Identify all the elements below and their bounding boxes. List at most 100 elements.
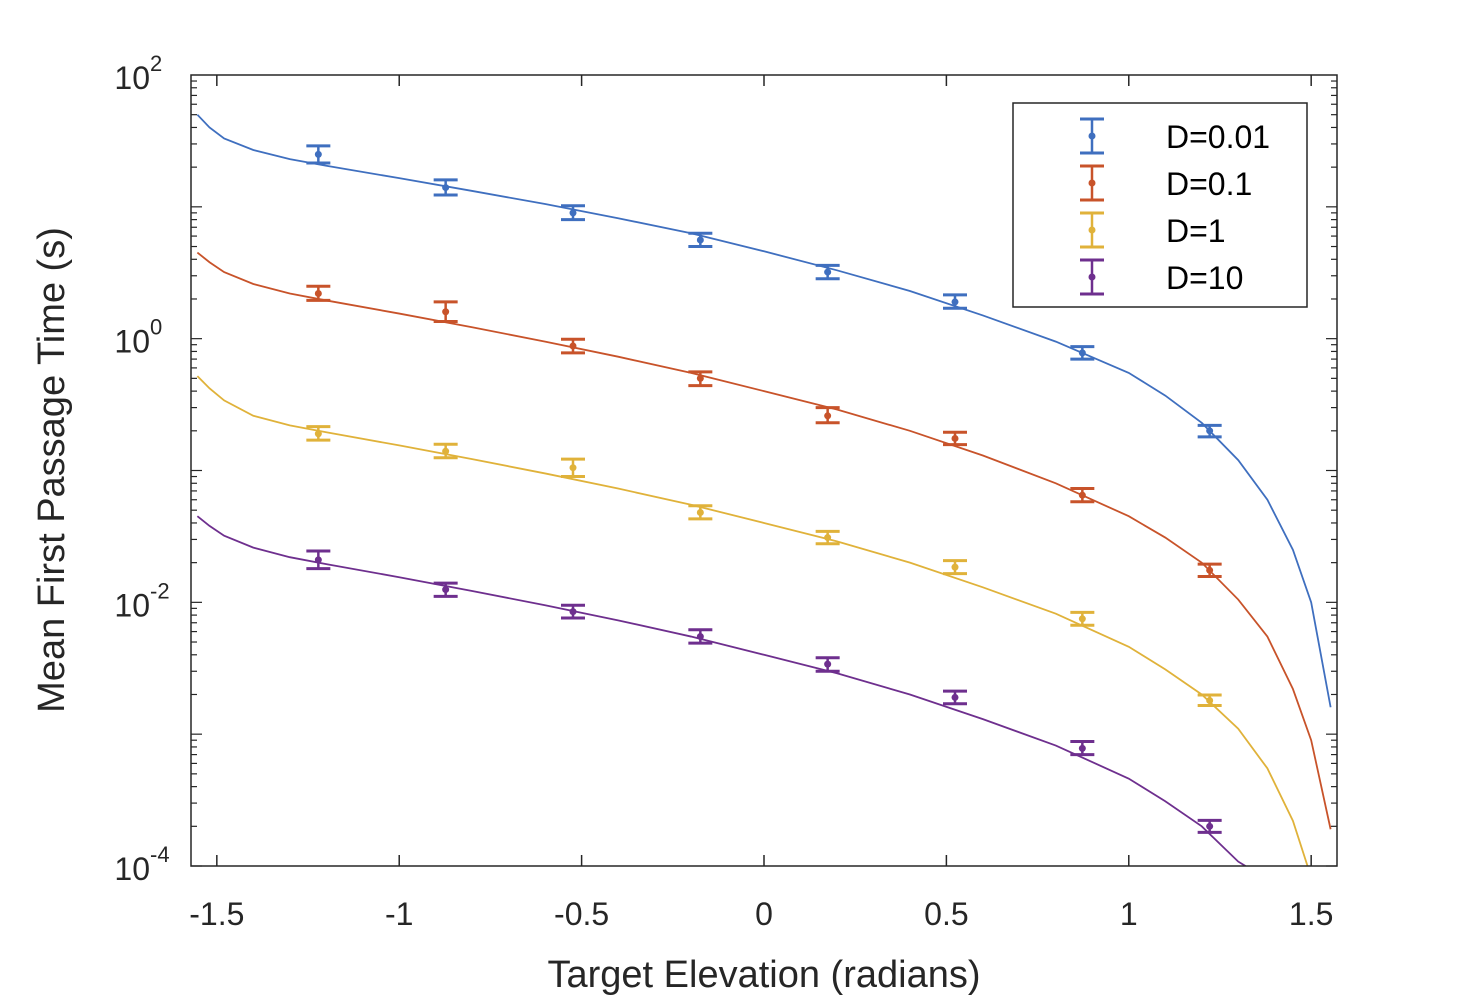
legend-entry: D=0.01 (1080, 117, 1270, 155)
data-point-errorbar (561, 603, 585, 620)
legend-label: D=0.01 (1166, 119, 1270, 155)
y-tick-label-base: 10 (114, 324, 150, 360)
data-point-errorbar (433, 442, 458, 460)
data-point-marker (1206, 822, 1214, 830)
data-point-marker (569, 464, 577, 472)
data-point-marker (696, 374, 704, 382)
data-point-marker (1206, 566, 1214, 574)
y-tick-label-exponent: -2 (150, 578, 170, 603)
data-point-errorbar (1070, 487, 1095, 504)
data-point-marker (824, 412, 832, 420)
data-point-marker (442, 447, 450, 455)
ticks-layer (191, 75, 1337, 867)
y-tick-label-exponent: -4 (150, 842, 170, 867)
data-point-marker (1206, 427, 1214, 435)
data-point-errorbar (943, 559, 967, 576)
legend-entry: D=0.1 (1080, 164, 1252, 202)
data-point-marker (314, 430, 322, 438)
y-tick-label: 10 2 (114, 51, 162, 96)
data-point-errorbar (306, 284, 331, 302)
data-point-errorbar (1197, 693, 1222, 707)
x-tick-label: 1 (1120, 896, 1138, 932)
data-point-errorbar (306, 144, 331, 165)
series-curve-2 (196, 251, 1332, 830)
data-point-marker (824, 534, 832, 542)
data-point-errorbar (433, 300, 458, 323)
data-point-errorbar (1197, 818, 1222, 834)
data-point-errorbar (1070, 739, 1095, 757)
legend-label: D=10 (1166, 260, 1243, 296)
data-point-marker (824, 268, 832, 276)
data-point-marker (824, 660, 832, 668)
data-point-marker (569, 342, 577, 350)
data-point-marker (696, 509, 704, 517)
data-point-marker (314, 150, 322, 158)
data-point-errorbar (815, 656, 840, 673)
y-tick-label: 10 -2 (114, 578, 169, 623)
points-layer (306, 144, 1222, 834)
data-point-marker (1078, 491, 1086, 499)
data-point-errorbar (688, 628, 713, 645)
y-axis-title: Mean First Passage Time (s) (31, 227, 73, 713)
x-tick-label: 0.5 (924, 896, 968, 932)
data-point-errorbar (561, 204, 585, 222)
data-point-errorbar (433, 581, 458, 598)
legend-marker-dot (1088, 132, 1096, 140)
data-point-marker (951, 693, 959, 701)
x-tick-label: -0.5 (554, 896, 609, 932)
data-point-marker (1078, 615, 1086, 623)
legend-label: D=0.1 (1166, 166, 1252, 202)
data-point-errorbar (815, 406, 840, 425)
data-point-errorbar (306, 549, 331, 571)
legend-marker-dot (1088, 179, 1096, 187)
y-tick-label-base: 10 (114, 60, 150, 96)
data-point-marker (569, 209, 577, 217)
x-axis-title: Target Elevation (radians) (548, 954, 981, 996)
data-point-errorbar (815, 263, 840, 281)
data-point-errorbar (561, 457, 585, 479)
data-point-marker (951, 434, 959, 442)
legend-marker-dot (1088, 226, 1096, 234)
x-tick-label: -1 (385, 896, 413, 932)
data-point-marker (1078, 744, 1086, 752)
data-point-errorbar (1197, 562, 1222, 579)
data-point-marker (569, 608, 577, 616)
y-tick-label-exponent: 2 (150, 51, 162, 76)
data-point-errorbar (433, 178, 458, 197)
data-point-marker (696, 633, 704, 641)
data-point-errorbar (1197, 423, 1222, 439)
y-tick-label-base: 10 (114, 851, 150, 887)
data-point-errorbar (1070, 345, 1095, 361)
y-tick-label-base: 10 (114, 587, 150, 623)
data-point-marker (442, 184, 450, 192)
data-point-marker (442, 586, 450, 594)
x-tick-label: 1.5 (1289, 896, 1333, 932)
data-point-marker (951, 563, 959, 571)
legend-entry: D=10 (1080, 258, 1243, 296)
data-point-errorbar (688, 504, 713, 521)
legend-entries: D=0.01 D=0.1 D=1 D=10 (1080, 117, 1270, 296)
legend-marker-dot (1088, 273, 1096, 281)
data-point-errorbar (688, 231, 713, 249)
data-point-errorbar (815, 529, 840, 546)
data-point-marker (314, 290, 322, 298)
data-point-marker (696, 236, 704, 244)
y-tick-label: 10 0 (114, 315, 162, 360)
data-point-marker (1078, 349, 1086, 357)
x-tick-label: 0 (755, 896, 773, 932)
x-tick-label: -1.5 (189, 896, 244, 932)
data-point-errorbar (943, 430, 967, 447)
legend: D=0.01 D=0.1 D=1 D=10 (1012, 102, 1308, 308)
data-point-marker (314, 556, 322, 564)
data-point-errorbar (943, 689, 967, 706)
legend-box (1012, 102, 1308, 308)
data-point-marker (951, 298, 959, 306)
series-curve-4 (196, 515, 1246, 866)
data-point-errorbar (688, 370, 713, 388)
data-point-errorbar (561, 337, 585, 355)
series-curve-1 (196, 114, 1332, 708)
y-tick-label-exponent: 0 (150, 315, 162, 340)
data-point-marker (442, 308, 450, 316)
